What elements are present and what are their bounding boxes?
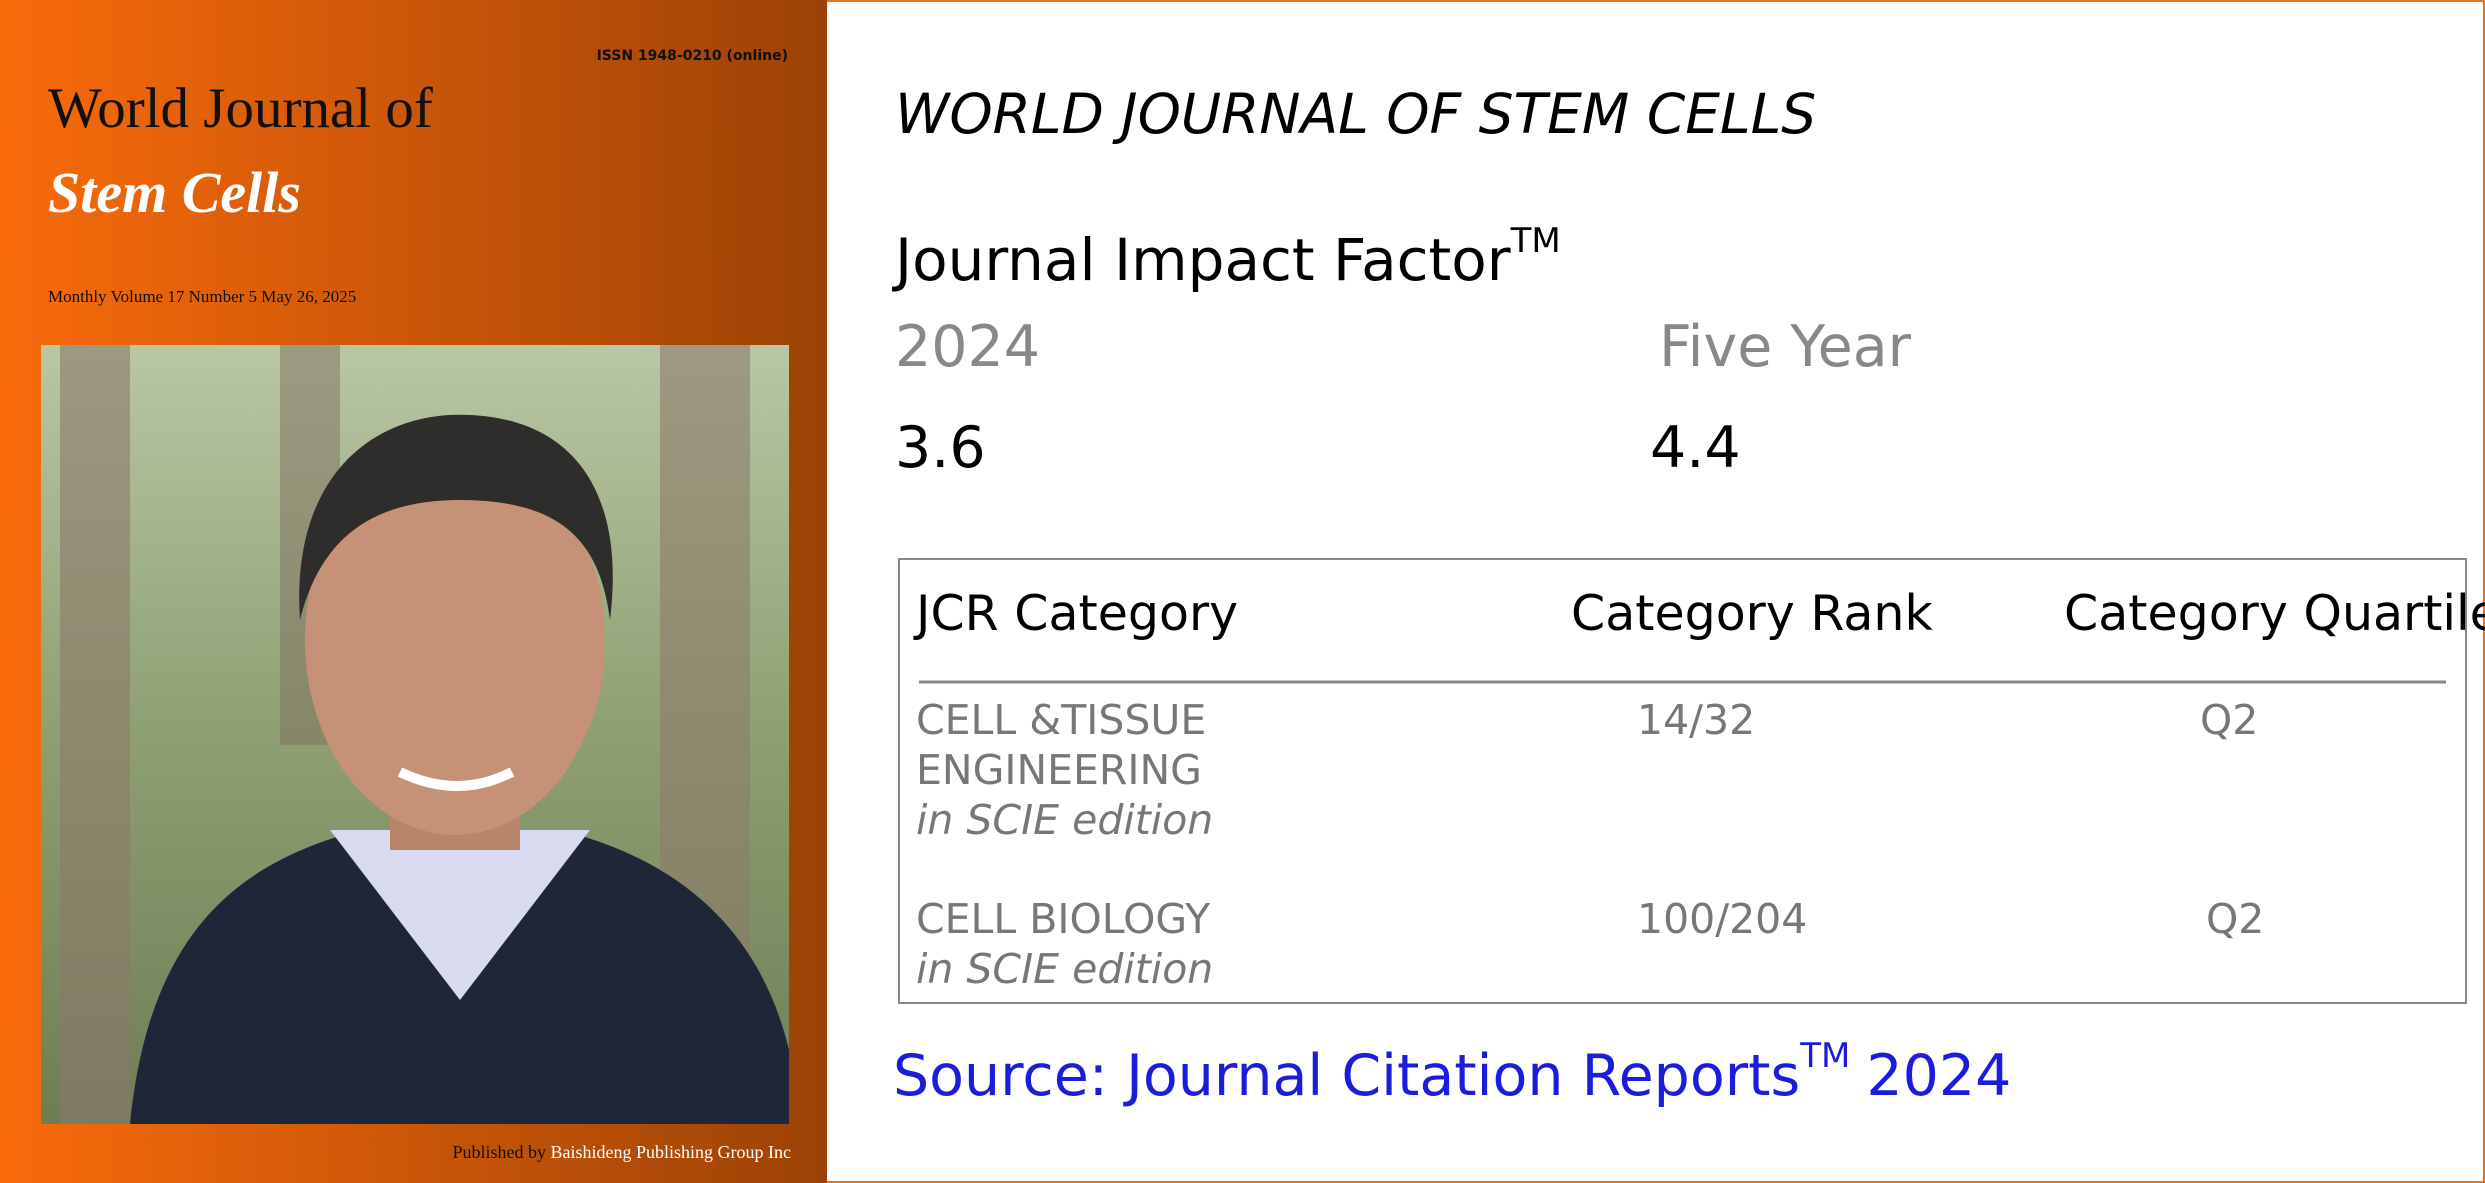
table-header: JCR Category xyxy=(913,585,1238,642)
table-row: CELL &TISSUE ENGINEERING in SCIE edition… xyxy=(916,696,2258,844)
source-sup: TM xyxy=(1799,1036,1850,1076)
table-row: CELL BIOLOGY in SCIE edition 100/204 Q2 xyxy=(916,895,2264,993)
cover-photo xyxy=(41,345,789,1124)
category: ENGINEERING xyxy=(916,746,1202,794)
source: Source: Journal Citation ReportsTM 2024 xyxy=(893,1036,2011,1109)
edition: in SCIE edition xyxy=(916,945,1213,993)
publisher-name: Baishideng Publishing Group Inc xyxy=(551,1142,792,1162)
quartile: Q2 xyxy=(2200,696,2258,744)
cover-issue: Monthly Volume 17 Number 5 May 26, 2025 xyxy=(48,287,356,306)
heading-text: Journal Impact Factor xyxy=(892,226,1511,294)
period-label: 2024 xyxy=(895,314,1040,380)
rank: 14/32 xyxy=(1637,696,1755,744)
cover-title: Stem Cells xyxy=(48,160,301,225)
journal-name: WORLD JOURNAL OF STEM CELLS xyxy=(895,82,1816,146)
rank: 100/204 xyxy=(1637,895,1807,943)
category: CELL BIOLOGY xyxy=(916,895,1211,943)
cover-title: World Journal of xyxy=(48,77,433,140)
source-text: Source: Journal Citation Reports xyxy=(893,1043,1800,1109)
impact-heading: Journal Impact FactorTM xyxy=(892,221,1561,294)
source-year: 2024 xyxy=(1866,1043,2011,1109)
table-box xyxy=(898,558,2467,1004)
cover-issn: ISSN 1948-0210 (online) xyxy=(597,48,788,64)
quartile: Q2 xyxy=(2206,895,2264,943)
publisher-prefix: Published by xyxy=(452,1142,546,1162)
impact-value: 3.6 xyxy=(895,415,986,481)
heading-sup: TM xyxy=(1510,221,1561,261)
table-header: Category Quartile xyxy=(2064,585,2485,642)
period-label: Five Year xyxy=(1659,314,1912,380)
edition: in SCIE edition xyxy=(916,796,1213,844)
impact-value: 4.4 xyxy=(1650,415,1741,481)
cover-publisher: Published by Baishideng Publishing Group… xyxy=(452,1142,791,1162)
table-header: Category Rank xyxy=(1571,585,1933,642)
category: CELL &TISSUE xyxy=(916,696,1206,744)
